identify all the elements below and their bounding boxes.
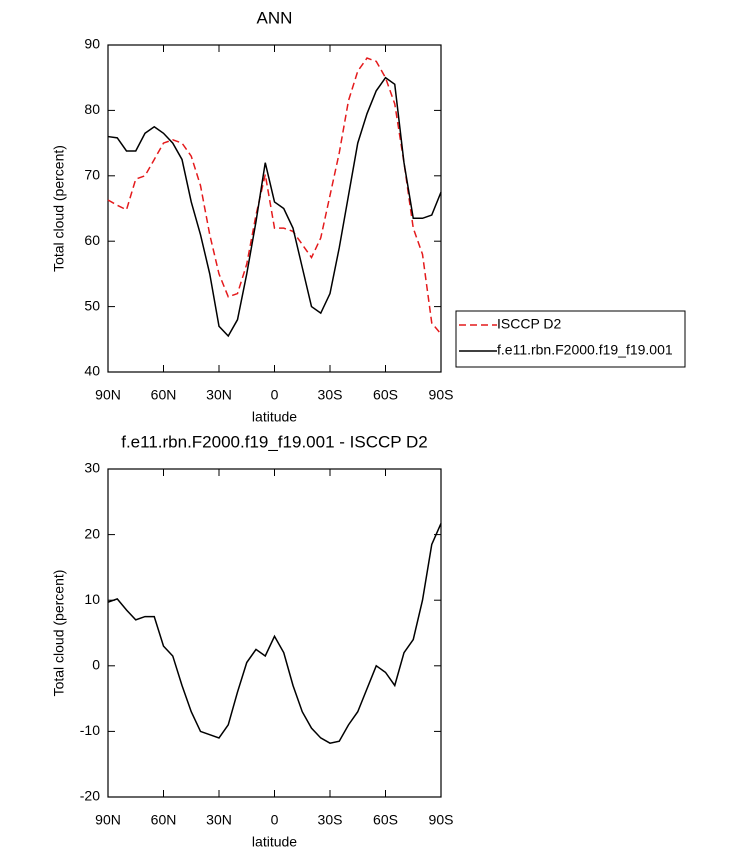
x-axis-label: latitude <box>252 409 297 425</box>
legend-label: ISCCP D2 <box>497 316 562 332</box>
y-tick-label: 50 <box>84 297 100 313</box>
y-tick-label: 10 <box>84 591 100 607</box>
y-tick-label: 60 <box>84 232 100 248</box>
legend-label: f.e11.rbn.F2000.f19_f19.001 <box>497 342 673 358</box>
x-tick-label: 30S <box>318 387 343 403</box>
x-tick-label: 30S <box>318 812 343 828</box>
x-tick-label: 90N <box>95 812 121 828</box>
x-tick-label: 60N <box>151 387 177 403</box>
data-line <box>107 523 442 745</box>
x-tick-label: 0 <box>271 387 279 403</box>
data-line <box>107 76 442 338</box>
x-axis-label: latitude <box>252 834 297 850</box>
x-tick-label: 30N <box>206 812 232 828</box>
y-tick-label: 90 <box>84 36 100 52</box>
y-tick-label: 20 <box>84 525 100 541</box>
x-tick-label: 0 <box>271 812 279 828</box>
x-tick-label: 60S <box>373 812 398 828</box>
chart-title: ANN <box>257 8 293 27</box>
y-tick-label: -20 <box>80 788 100 804</box>
legend-box <box>455 310 686 368</box>
y-tick-label: 80 <box>84 101 100 117</box>
y-axis-label: Total cloud (percent) <box>51 570 67 697</box>
plot-frame <box>107 468 442 798</box>
y-tick-label: -10 <box>80 722 100 738</box>
y-axis-label: Total cloud (percent) <box>51 145 67 272</box>
y-tick-label: 30 <box>84 460 100 476</box>
y-tick-label: 0 <box>92 657 100 673</box>
x-tick-label: 60N <box>151 812 177 828</box>
x-tick-label: 90S <box>429 387 454 403</box>
x-tick-label: 30N <box>206 387 232 403</box>
x-tick-label: 90N <box>95 387 121 403</box>
y-tick-label: 40 <box>84 363 100 379</box>
chart-title: f.e11.rbn.F2000.f19_f19.001 - ISCCP D2 <box>121 432 428 451</box>
y-tick-label: 70 <box>84 167 100 183</box>
x-tick-label: 60S <box>373 387 398 403</box>
data-line <box>107 57 442 335</box>
x-tick-label: 90S <box>429 812 454 828</box>
